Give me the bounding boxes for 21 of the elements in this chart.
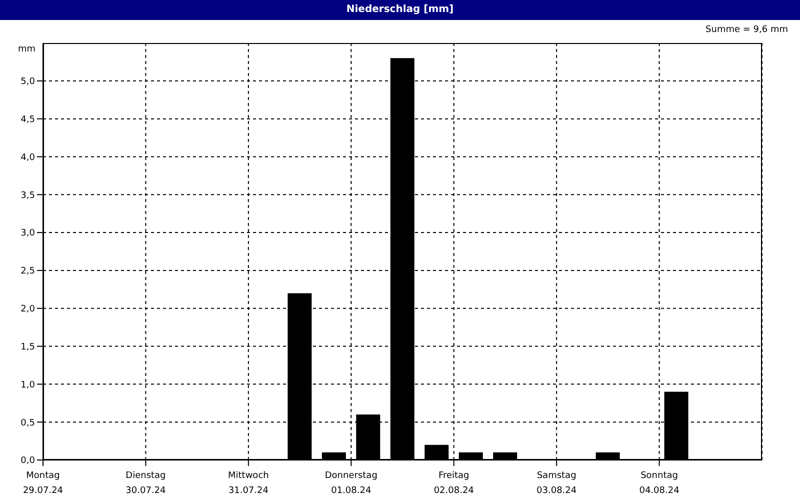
x-tick-label: Mittwoch 31.07.24 (228, 471, 269, 496)
x-tick-label: Freitag 02.08.24 (434, 471, 474, 496)
y-tick-label: 2,0 (20, 304, 36, 315)
x-tick-label: Montag 29.07.24 (22, 471, 64, 496)
x-tick-label: Dienstag 30.07.24 (126, 471, 166, 496)
y-tick-label: 5,0 (20, 77, 36, 88)
y-tick-label: 0,5 (20, 418, 35, 428)
y-axis-title: mm (18, 44, 36, 54)
y-tick-label: 3,0 (20, 228, 36, 239)
y-tick-label: 1,5 (20, 342, 35, 352)
y-tick-label: 2,5 (20, 266, 35, 277)
x-tick-label: Sonntag 04.08.24 (639, 471, 680, 496)
y-tick-label: 4,0 (20, 152, 36, 163)
x-tick-label: Donnerstag 01.08.24 (324, 471, 378, 496)
y-tick-label: 1,0 (20, 380, 36, 390)
y-tick-label: 3,5 (20, 190, 35, 201)
chart-title: Niederschlag [mm] (0, 0, 800, 20)
x-tick-label: Samstag 03.08.24 (536, 471, 577, 496)
y-tick-label: 4,5 (20, 115, 35, 126)
y-tick-label: 0,0 (20, 456, 36, 466)
text: Summe = 9,6 mm (706, 25, 788, 35)
